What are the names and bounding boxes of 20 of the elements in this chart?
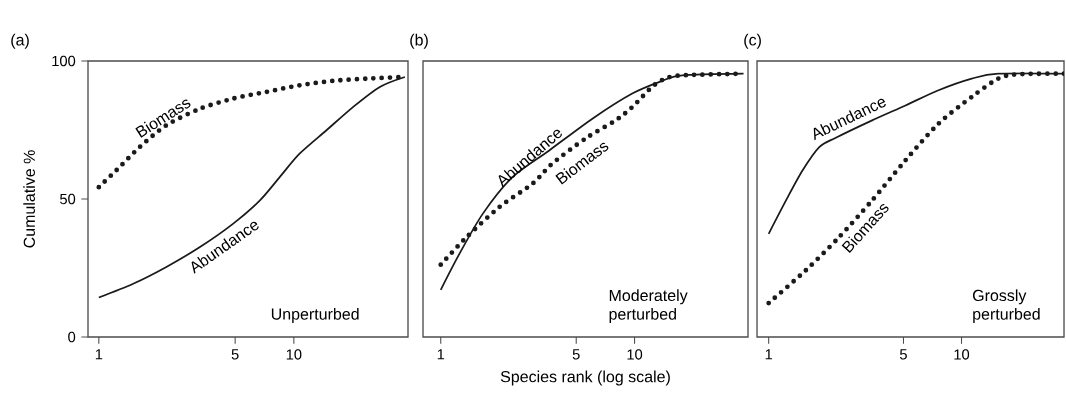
chart-title: (c) (744, 33, 761, 49)
annotation: Moderately perturbed (609, 289, 688, 323)
chart-title: (b) (410, 33, 428, 49)
x-tick-label: 1 (437, 349, 445, 360)
y-axis-title: Cumulative % (23, 150, 35, 248)
x-tick-label: 1 (765, 349, 773, 360)
annotation: Grossly perturbed (972, 289, 1040, 323)
y-tick-label: 0 (68, 331, 76, 343)
x-tick-label: 10 (627, 349, 643, 360)
x-tick-label: 10 (954, 349, 970, 360)
x-tick-label: 10 (286, 349, 302, 360)
annotation: Unperturbed (271, 308, 359, 323)
y-tick-label: 100 (52, 55, 76, 67)
x-tick-label: 5 (899, 349, 907, 360)
x-tick-label: 5 (231, 349, 239, 360)
y-tick-label: 50 (60, 193, 76, 205)
x-tick-label: 1 (95, 349, 103, 360)
chart-title: (a) (11, 33, 29, 49)
x-axis-title: Species rank (log scale) (500, 370, 670, 386)
x-tick-label: 5 (572, 349, 580, 360)
